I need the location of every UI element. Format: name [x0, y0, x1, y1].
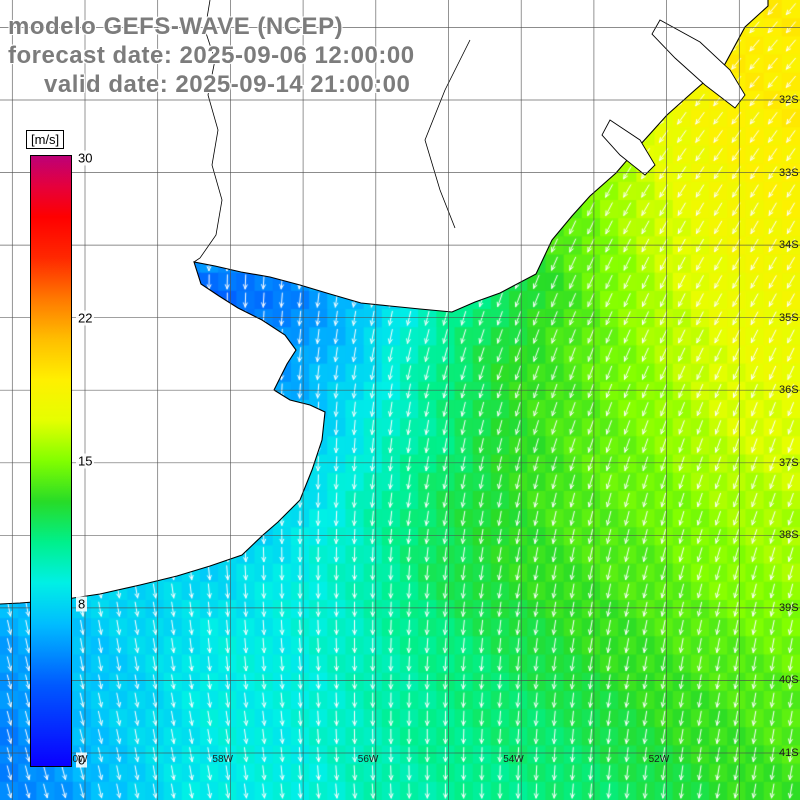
colorbar-tick-label: 0 — [76, 752, 88, 768]
lat-label: 35S — [779, 311, 799, 324]
forecast-date: forecast date: 2025-09-06 12:00:00 — [8, 42, 415, 69]
lat-label: 34S — [779, 239, 799, 252]
colorbar-tick-label: 22 — [76, 310, 95, 326]
lagoon-outline — [601, 119, 656, 176]
lat-label: 41S — [779, 747, 799, 759]
colorbar-tick-label: 15 — [76, 453, 95, 469]
land-polygon — [0, 0, 769, 605]
lat-label: 40S — [779, 674, 799, 687]
lon-label: 60W — [67, 754, 88, 765]
colorbar-tick-label: 30 — [76, 150, 95, 166]
lon-label: 52W — [648, 754, 670, 765]
lat-label: 33S — [779, 166, 799, 179]
colorbar — [30, 155, 72, 767]
colorbar-tick-label: 8 — [76, 596, 88, 612]
river-line — [424, 39, 471, 229]
valid-date: valid date: 2025-09-14 21:00:00 — [44, 71, 411, 98]
colorbar-gradient — [30, 155, 72, 767]
river-line — [193, 0, 223, 263]
lat-label: 37S — [779, 456, 799, 469]
lat-label: 36S — [779, 384, 799, 397]
lagoon-outline — [651, 19, 746, 109]
colorbar-unit-label: [m/s] — [26, 130, 65, 149]
lon-label: 54W — [503, 754, 524, 765]
lat-label: 39S — [779, 601, 799, 614]
lon-label: 56W — [357, 754, 379, 765]
lat-label: 32S — [779, 94, 799, 106]
lat-label: 38S — [779, 529, 799, 542]
model-title: modelo GEFS-WAVE (NCEP) — [8, 13, 344, 40]
title-block: modelo GEFS-WAVE (NCEP) forecast date: 2… — [8, 12, 415, 99]
lon-label: 58W — [212, 754, 233, 765]
